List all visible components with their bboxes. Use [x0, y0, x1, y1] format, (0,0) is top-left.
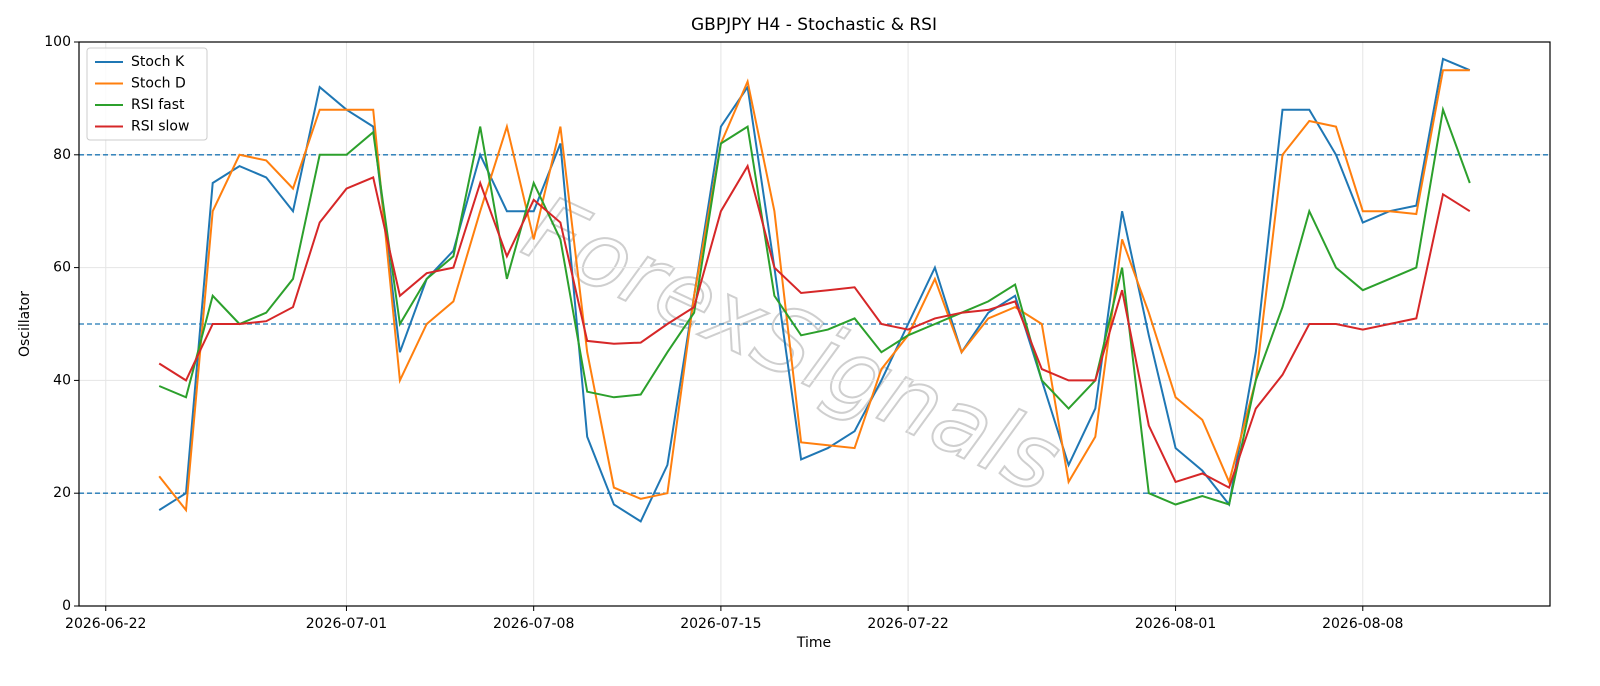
watermark: ForexSignals: [509, 176, 1075, 515]
series-line: [158, 57, 1471, 523]
series-line: [158, 105, 1471, 506]
x-tick-label: 2026-07-08: [493, 616, 574, 632]
x-tick-label: 2026-06-22: [65, 616, 146, 632]
series-line: [158, 163, 1471, 490]
chart-title: GBPJPY H4 - Stochastic & RSI: [691, 15, 937, 35]
y-tick-label: 80: [53, 147, 71, 163]
x-tick-label: 2026-08-08: [1322, 616, 1403, 632]
y-tick-label: 20: [53, 485, 71, 501]
y-tick-label: 100: [44, 34, 71, 50]
y-tick-label: 60: [53, 260, 71, 276]
y-axis-label: Oscillator: [17, 291, 33, 357]
legend-box: [86, 47, 208, 141]
series-line: [158, 69, 1470, 513]
legend-label: Stoch D: [131, 76, 186, 92]
plot-frame: [78, 41, 1551, 607]
legend-label: RSI fast: [131, 97, 185, 113]
x-tick-label: 2026-07-22: [867, 616, 948, 632]
y-tick-label: 40: [53, 372, 71, 388]
y-tick-label: 0: [62, 598, 71, 614]
legend-label: RSI slow: [131, 119, 189, 135]
x-axis-label: Time: [796, 635, 831, 651]
x-tick-label: 2026-08-01: [1135, 616, 1216, 632]
x-tick-label: 2026-07-01: [306, 616, 387, 632]
legend-label: Stoch K: [131, 54, 185, 70]
x-tick-label: 2026-07-15: [680, 616, 761, 632]
